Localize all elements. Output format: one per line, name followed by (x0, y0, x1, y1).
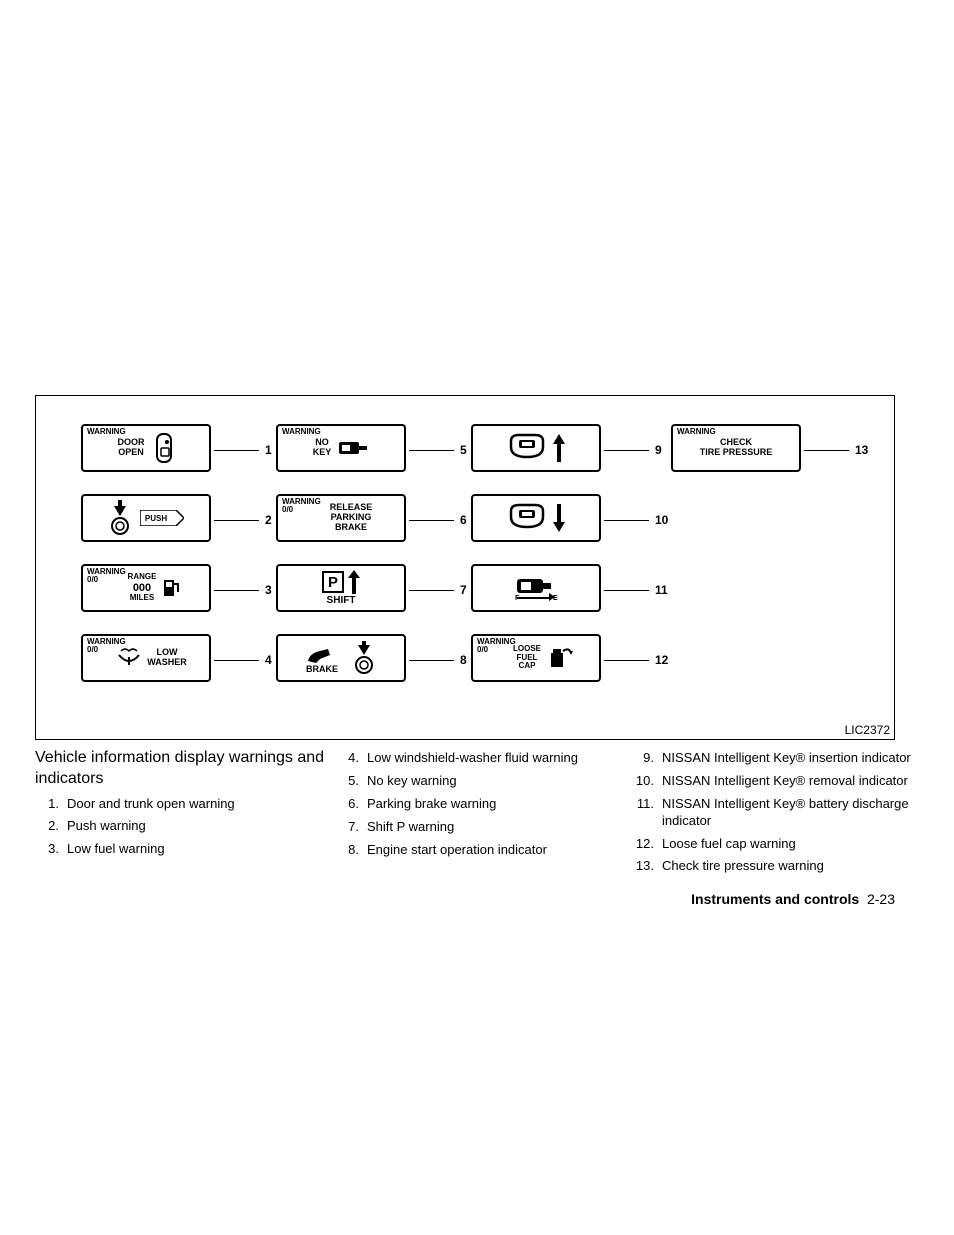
svg-text:PUSH: PUSH (145, 514, 167, 523)
panel-1: WARNING DOOROPEN 1 (81, 424, 211, 472)
callout-num: 3 (265, 583, 272, 597)
arrow-down-icon (553, 504, 565, 532)
car-door-icon (153, 432, 175, 464)
push-box-icon: PUSH (140, 510, 184, 526)
manual-page: WARNING DOOROPEN 1 (35, 395, 925, 907)
leader-line (409, 520, 454, 521)
panel-2: PUSH 2 (81, 494, 211, 542)
leader-line (214, 590, 259, 591)
panel-11: F E 11 (471, 564, 601, 612)
list-item: 8.Engine start operation indicator (335, 842, 620, 859)
leader-line (604, 660, 649, 661)
arrow-up-icon (553, 434, 565, 462)
panel-text: NOKEY (313, 438, 332, 458)
callout-num: 8 (460, 653, 467, 667)
list-item: 5.No key warning (335, 773, 620, 790)
leader-line (604, 520, 649, 521)
section-heading: Vehicle information display warnings and… (35, 748, 325, 790)
legend-list: 9.NISSAN Intelligent Key® insertion indi… (630, 750, 915, 875)
panel-8: BRAKE 8 (276, 634, 406, 682)
list-item: 3.Low fuel warning (35, 841, 325, 858)
list-item: 12.Loose fuel cap warning (630, 836, 915, 853)
panel-6: WARNING 0/0 RELEASEPARKINGBRAKE 6 (276, 494, 406, 542)
key-slot-icon (507, 503, 547, 533)
fuel-cap-icon (547, 645, 573, 671)
callout-num: 4 (265, 653, 272, 667)
panel-13: WARNING CHECKTIRE PRESSURE 13 (671, 424, 801, 472)
list-item: 2.Push warning (35, 818, 325, 835)
shift-label: SHIFT (322, 595, 360, 606)
callout-num: 2 (265, 513, 272, 527)
list-item: 7.Shift P warning (335, 819, 620, 836)
callout-num: 13 (855, 443, 868, 457)
legend-columns: Vehicle information display warnings and… (35, 740, 915, 881)
callout-num: 11 (655, 583, 668, 597)
legend-col-3: 9.NISSAN Intelligent Key® insertion indi… (630, 740, 915, 881)
svg-text:E: E (553, 595, 558, 602)
leader-line (409, 660, 454, 661)
leader-line (409, 590, 454, 591)
list-item: 13.Check tire pressure warning (630, 858, 915, 875)
list-item: 9.NISSAN Intelligent Key® insertion indi… (630, 750, 915, 767)
legend-list: 1.Door and trunk open warning 2.Push war… (35, 796, 325, 859)
arrow-up-icon (348, 570, 360, 594)
panel-10: 10 (471, 494, 601, 542)
callout-num: 12 (655, 653, 668, 667)
panel-text: RELEASEPARKINGBRAKE (330, 503, 373, 533)
callout-num: 1 (265, 443, 272, 457)
leader-line (604, 450, 649, 451)
panel-text: DOOROPEN (118, 438, 145, 458)
legend-col-2: 4.Low windshield-washer fluid warning 5.… (335, 740, 620, 881)
list-item: 1.Door and trunk open warning (35, 796, 325, 813)
panel-text: RANGE 000 MILES (128, 573, 157, 603)
leader-line (604, 590, 649, 591)
fuel-pump-icon (162, 578, 182, 598)
figure-box: WARNING DOOROPEN 1 (35, 395, 895, 740)
leader-line (409, 450, 454, 451)
callout-num: 7 (460, 583, 467, 597)
push-arrow-icon (108, 500, 132, 536)
leader-line (214, 450, 259, 451)
footer-section: Instruments and controls (691, 891, 859, 907)
leader-line (804, 450, 849, 451)
page-footer: Instruments and controls 2-23 (35, 891, 925, 907)
list-item: 6.Parking brake warning (335, 796, 620, 813)
legend-col-1: Vehicle information display warnings and… (35, 740, 325, 881)
panel-text: LOWWASHER (147, 648, 187, 668)
callout-num: 6 (460, 513, 467, 527)
panel-text: LOOSEFUELCAP (513, 645, 541, 671)
panel-9: 9 (471, 424, 601, 472)
legend-list: 4.Low windshield-washer fluid warning 5.… (335, 750, 620, 858)
callout-num: 5 (460, 443, 467, 457)
foot-icon (306, 647, 332, 665)
brake-label: BRAKE (306, 665, 338, 675)
figure-code: LIC2372 (845, 723, 890, 737)
callout-num: 10 (655, 513, 668, 527)
washer-icon (117, 647, 141, 669)
panel-12: WARNING 0/0 LOOSEFUELCAP (471, 634, 601, 682)
footer-page: 2-23 (867, 891, 895, 907)
panel-4: WARNING 0/0 LOWWASHER 4 (81, 634, 211, 682)
p-box-icon: P (322, 571, 344, 593)
key-icon (339, 440, 369, 456)
panel-text: CHECKTIRE PRESSURE (700, 438, 773, 458)
key-battery-icon: F E (511, 573, 561, 603)
list-item: 4.Low windshield-washer fluid warning (335, 750, 620, 767)
panel-5: WARNING NOKEY 5 (276, 424, 406, 472)
leader-line (214, 520, 259, 521)
leader-line (214, 660, 259, 661)
callout-num: 9 (655, 443, 662, 457)
panel-7: P SHIFT 7 (276, 564, 406, 612)
list-item: 11.NISSAN Intelligent Key® battery disch… (630, 796, 915, 830)
panel-3: WARNING 0/0 RANGE 000 MILES (81, 564, 211, 612)
push-button-icon (352, 641, 376, 675)
key-slot-icon (507, 433, 547, 463)
list-item: 10.NISSAN Intelligent Key® removal indic… (630, 773, 915, 790)
